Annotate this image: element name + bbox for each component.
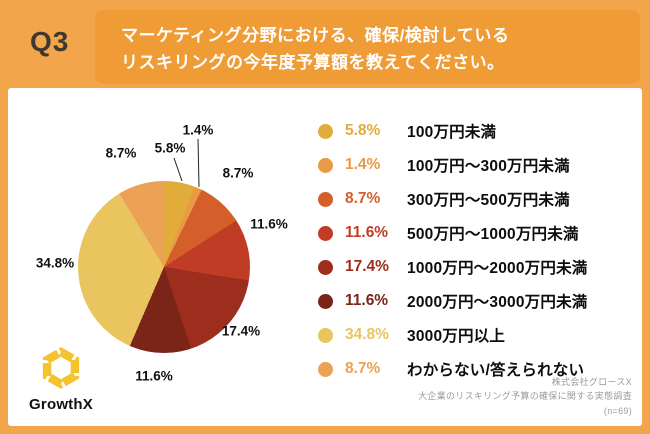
content-area: 5.8% 1.4% 8.7% 11.6% 17.4% 11.6% 34.8% 8… xyxy=(8,88,642,426)
legend-item: 8.7% 300万円〜500万円未満 xyxy=(318,188,587,210)
pie-slice-label: 8.7% xyxy=(222,165,254,181)
legend-percent: 1.4% xyxy=(345,156,381,173)
legend-color-dot xyxy=(318,225,333,241)
legend-color-dot xyxy=(318,293,333,309)
pie-slice-label: 34.8% xyxy=(35,255,75,271)
question-box: マーケティング分野における、確保/検討している リスキリングの今年度予算額を教え… xyxy=(95,10,640,84)
legend-percent: 11.6% xyxy=(345,224,389,241)
legend-item: 34.8% 3000万円以上 xyxy=(318,324,587,346)
legend-percent: 11.6% xyxy=(345,292,389,309)
legend-item: 8.7% わからない/答えられない xyxy=(318,358,587,380)
legend-percent: 8.7% xyxy=(345,360,381,377)
legend-item: 1.4% 100万円〜300万円未満 xyxy=(318,154,587,176)
growthx-hexagon-icon xyxy=(42,347,80,389)
legend-color-dot xyxy=(318,327,333,343)
source-sample-size: (n=69) xyxy=(603,405,632,416)
pie-slice-label: 17.4% xyxy=(221,323,261,339)
legend-percent: 8.7% xyxy=(345,190,381,207)
pie-slice-label: 11.6% xyxy=(250,216,288,232)
legend-label: 300万円〜500万円未満 xyxy=(407,192,570,209)
legend-percent: 17.4% xyxy=(345,258,389,275)
legend-color-dot xyxy=(318,259,333,275)
legend-color-dot xyxy=(318,157,333,173)
legend-label: 100万円未満 xyxy=(407,124,497,141)
legend-label: 2000万円〜3000万円未満 xyxy=(407,294,588,311)
legend-label: わからない/答えられない xyxy=(407,362,585,379)
legend-item: 5.8% 100万円未満 xyxy=(318,120,587,142)
source-company: 株式会社グロースX xyxy=(551,376,632,387)
growthx-logo-text: GrowthX xyxy=(29,396,93,413)
source-survey-title: 大企業のリスキリング予算の確保に関する実態調査 xyxy=(418,391,632,402)
legend-label: 500万円〜1000万円未満 xyxy=(407,226,579,243)
source-note: 株式会社グロースX 大企業のリスキリング予算の確保に関する実態調査 (n=69) xyxy=(418,375,632,418)
question-text-line1: マーケティング分野における、確保/検討している xyxy=(121,26,510,45)
legend-item: 11.6% 500万円〜1000万円未満 xyxy=(318,222,587,244)
pie-chart xyxy=(78,181,250,353)
legend: 5.8% 100万円未満 1.4% 100万円〜300万円未満 8.7% 300… xyxy=(318,120,587,392)
growthx-logo: GrowthX xyxy=(22,346,100,413)
legend-label: 1000万円〜2000万円未満 xyxy=(407,260,588,277)
pie-slice-label: 5.8% xyxy=(154,140,186,156)
legend-percent: 34.8% xyxy=(345,326,389,343)
question-number: Q3 xyxy=(30,26,70,57)
legend-label: 100万円〜300万円未満 xyxy=(407,158,570,175)
legend-item: 11.6% 2000万円〜3000万円未満 xyxy=(318,290,587,312)
question-text-line2: リスキリングの今年度予算額を教えてください。 xyxy=(121,53,505,73)
legend-percent: 5.8% xyxy=(345,122,381,139)
pie-slice-label: 11.6% xyxy=(135,368,173,384)
legend-label: 3000万円以上 xyxy=(407,328,506,345)
legend-color-dot xyxy=(318,191,333,207)
pie-slice-label: 1.4% xyxy=(182,122,214,138)
legend-color-dot xyxy=(318,123,333,139)
legend-color-dot xyxy=(318,361,333,377)
legend-item: 17.4% 1000万円〜2000万円未満 xyxy=(318,256,587,278)
pie-slice-label: 8.7% xyxy=(105,145,137,161)
